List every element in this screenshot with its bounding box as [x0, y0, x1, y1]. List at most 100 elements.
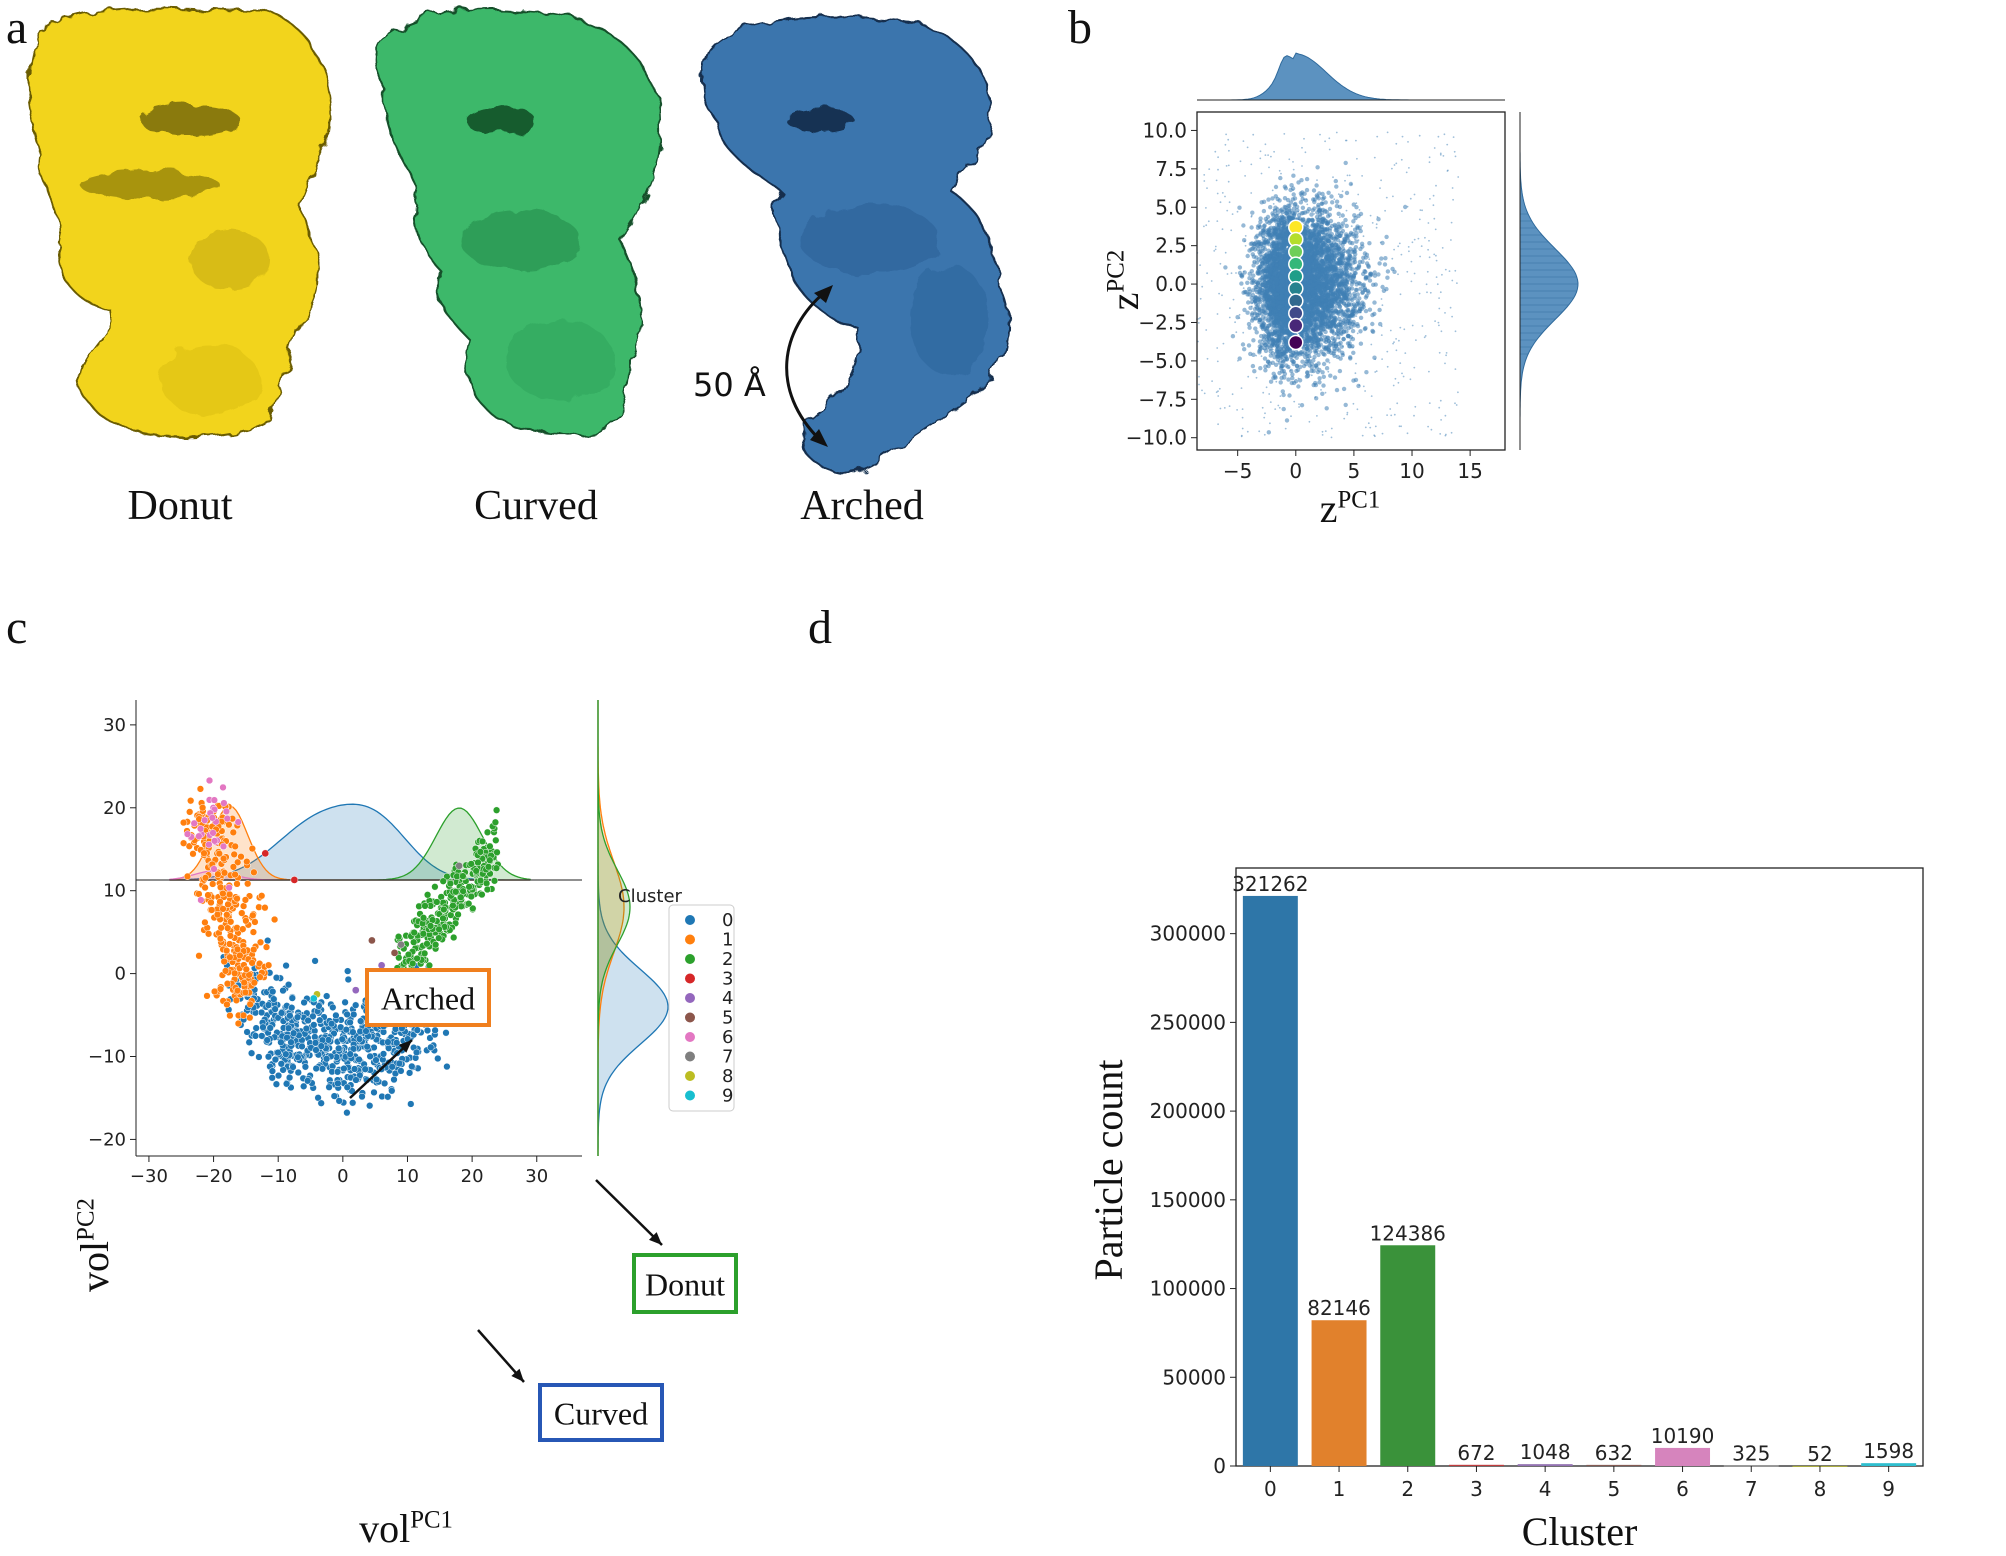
legend-label-2: 2 [722, 949, 733, 970]
outlier-4 [455, 861, 464, 870]
bar-1 [1311, 1320, 1367, 1466]
x-tick-label-b-4: 15 [1457, 459, 1482, 483]
y-axis-label-b: zPC2 [1102, 250, 1147, 311]
y-axis-label-d: Particle count [1086, 1059, 1131, 1280]
bar-value-label-0: 321262 [1232, 872, 1308, 896]
annotation-arched-box [365, 968, 491, 1027]
x-tick-label-b-0: −5 [1223, 459, 1252, 483]
outlier-7 [309, 994, 318, 1003]
x-tick-label-b-2: 5 [1348, 459, 1361, 483]
annotation-arched-text: Arched [381, 981, 475, 1017]
bar-value-label-2: 124386 [1370, 1221, 1446, 1245]
x-tick-label-b-1: 0 [1289, 459, 1302, 483]
trajectory-point-8 [1288, 317, 1304, 334]
y-tick-label-b-5: 2.5 [1155, 234, 1187, 258]
x-axis-label-b: zPC1 [1320, 486, 1381, 531]
legend-label-1: 1 [722, 930, 733, 951]
bar-9 [1861, 1463, 1917, 1466]
bar-value-label-8: 52 [1807, 1442, 1832, 1466]
bar-5 [1586, 1464, 1642, 1466]
arrow-head-bottom [810, 429, 828, 447]
annotation-donut-box [632, 1253, 738, 1314]
legend-label-4: 4 [722, 988, 733, 1009]
bar-value-label-5: 632 [1595, 1441, 1633, 1465]
x-tick-label-d-8: 8 [1814, 1477, 1827, 1501]
bar-6 [1655, 1447, 1711, 1466]
rotation-arrow [785, 290, 826, 442]
x-tick-label-d-0: 0 [1264, 1477, 1277, 1501]
y-tick-label-d-2: 100000 [1150, 1277, 1226, 1301]
outlier-0 [261, 849, 270, 858]
y-tick-label-b-1: −7.5 [1138, 387, 1187, 411]
panel-label-b: b [1068, 1, 1092, 54]
x-tick-label-c-6: 30 [525, 1166, 548, 1187]
x-tick-label-d-5: 5 [1607, 1477, 1620, 1501]
outlier-2 [368, 936, 376, 945]
arrow-head-top [814, 285, 833, 303]
legend-marker-1 [685, 934, 695, 945]
legend-marker-6 [685, 1032, 695, 1042]
plot-frame-d [1235, 867, 1924, 1467]
x-tick-label-d-1: 1 [1333, 1477, 1346, 1501]
y-tick-label-c-0: −20 [88, 1129, 126, 1150]
bar-0 [1242, 895, 1298, 1466]
panel-label-c: c [6, 601, 28, 654]
y-tick-label-d-6: 300000 [1150, 922, 1226, 946]
annotation-curved-box [538, 1383, 664, 1442]
trajectory-point-9 [1288, 334, 1304, 351]
scatter-points-c [179, 776, 502, 1117]
arrow-arched [349, 1039, 413, 1099]
bar-3 [1448, 1464, 1504, 1466]
density-maps: 50 Å [27, 5, 1008, 474]
legend-marker-5 [685, 1012, 695, 1023]
y-tick-label-b-0: −10.0 [1126, 426, 1187, 450]
y-tick-label-c-5: 30 [103, 715, 126, 736]
y-tick-label-c-4: 20 [103, 798, 126, 819]
donut-map [27, 5, 332, 438]
y-tick-label-d-4: 200000 [1150, 1099, 1226, 1123]
y-tick-label-c-1: −10 [88, 1047, 126, 1068]
y-tick-label-b-2: −5.0 [1138, 349, 1187, 373]
y-marginal-cluster-2 [597, 700, 631, 1156]
annotation-donut-text: Donut [645, 1267, 725, 1303]
legend-box-c [668, 904, 735, 1112]
legend-marker-0 [685, 915, 695, 925]
y-tick-label-b-8: 10.0 [1142, 118, 1187, 142]
y-tick-label-c-2: 0 [115, 964, 126, 985]
x-tick-label-c-0: −30 [130, 1166, 168, 1187]
bar-value-label-7: 325 [1732, 1441, 1770, 1465]
bar-4 [1517, 1464, 1573, 1466]
x-tick-label-d-3: 3 [1470, 1477, 1483, 1501]
annotation-curved-text: Curved [554, 1396, 648, 1432]
legend-marker-8 [685, 1071, 695, 1081]
angle-annotation: 50 Å [693, 366, 766, 404]
legend-label-3: 3 [722, 969, 733, 990]
caption-donut: Donut [127, 483, 233, 529]
panel-label-d: d [808, 601, 832, 654]
x-axis-label-d: Cluster [1522, 1509, 1638, 1554]
arrow-curved-head [511, 1368, 524, 1382]
y-tick-label-b-7: 7.5 [1155, 157, 1187, 181]
caption-curved: Curved [474, 483, 598, 529]
x-tick-label-d-7: 7 [1745, 1477, 1758, 1501]
x-tick-label-c-5: 20 [461, 1166, 484, 1187]
bar-7 [1723, 1465, 1779, 1467]
bar-value-label-1: 82146 [1307, 1296, 1371, 1320]
x-tick-label-b-3: 10 [1399, 459, 1424, 483]
x-tick-label-c-2: −10 [259, 1166, 297, 1187]
arched-map [702, 15, 1008, 474]
x-tick-label-c-4: 10 [396, 1166, 419, 1187]
y-axis-label-c: volPC2 [72, 1198, 117, 1292]
x-axis-label-c: volPC1 [359, 1506, 453, 1551]
x-tick-label-d-2: 2 [1401, 1477, 1414, 1501]
legend-marker-2 [685, 954, 695, 964]
legend-label-5: 5 [722, 1008, 733, 1029]
outlier-8 [351, 986, 360, 995]
x-tick-label-d-6: 6 [1676, 1477, 1689, 1501]
bar-2 [1380, 1245, 1436, 1466]
outlier-5 [397, 940, 405, 949]
outlier-3 [390, 949, 399, 957]
curved-map [373, 8, 662, 436]
